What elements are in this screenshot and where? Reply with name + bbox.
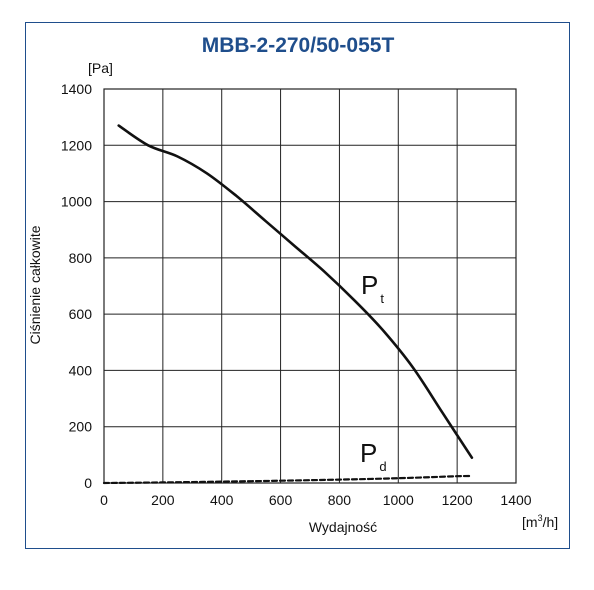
chart-title: MBB-2-270/50-055T [202,34,395,57]
x-tick-label: 1000 [383,492,414,508]
y-tick-label: 800 [69,250,93,266]
x-axis-label: Wydajność [309,519,377,535]
x-tick-label: 0 [100,492,108,508]
y-tick-label: 1400 [61,81,92,97]
grid [103,88,517,484]
x-tick-label: 1400 [500,492,531,508]
y-tick-label: 0 [84,475,92,491]
chart-frame [25,22,570,549]
x-tick-label: 800 [328,492,352,508]
y-tick-label: 1200 [61,137,92,153]
series-line-pt [117,124,474,459]
y-axis-unit: [Pa] [88,60,113,76]
x-tick-label: 200 [151,492,175,508]
plot-area-border [103,88,517,484]
y-tick-label: 200 [69,419,93,435]
x-tick-label: 600 [269,492,293,508]
x-tick-label: 400 [210,492,234,508]
x-axis-unit: [m3/h] [522,513,558,530]
y-tick-label: 600 [69,306,93,322]
x-tick-label: 1200 [442,492,473,508]
tick-labels: 0 200 400 600 800 1000 1200 1400 0 200 400 600 800 10… [61,81,532,508]
y-tick-label: 1000 [61,194,92,210]
y-tick-label: 400 [69,362,93,378]
series-line-pd [102,474,473,485]
y-axis-label: Ciśnienie całkowite [27,225,43,344]
series-layer [102,124,474,485]
